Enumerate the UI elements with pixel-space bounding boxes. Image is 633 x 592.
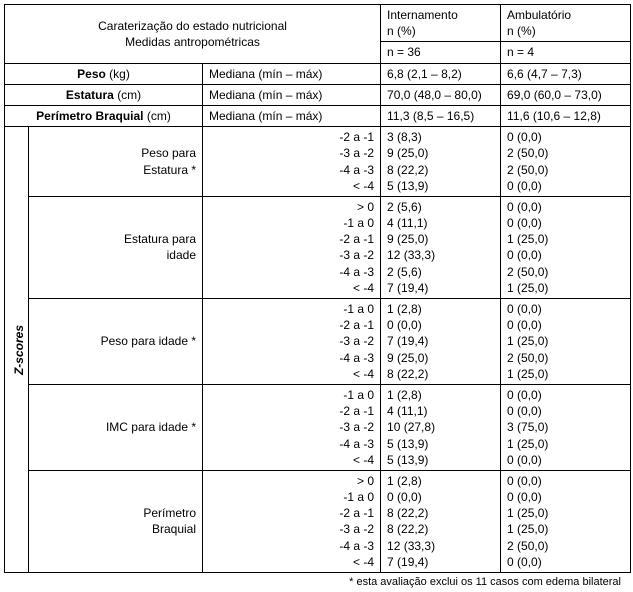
group-peso-estatura: Z-scores Peso para Estatura * -2 a -1 -3… — [5, 127, 631, 197]
group-amb-0: 0 (0,0) 2 (50,0) 2 (50,0) 0 (0,0) — [501, 127, 631, 197]
amb-peso: 6,6 (4,7 – 7,3) — [501, 63, 631, 84]
table-title: Caraterização do estado nutricional Medi… — [5, 5, 381, 64]
label-estatura: Estatura (cm) — [5, 84, 203, 105]
intern-perimetro: 11,3 (8,5 – 16,5) — [381, 105, 501, 126]
group-name-4: Perímetro Braquial — [29, 470, 203, 572]
group-name-1: Estatura para idade — [29, 196, 203, 298]
anthropometrics-table: Caraterização do estado nutricional Medi… — [4, 4, 631, 573]
group-ranges-2: -1 a 0 -2 a -1 -3 a -2 -4 a -3 < -4 — [203, 299, 381, 385]
group-ranges-1: > 0 -1 a 0 -2 a -1 -3 a -2 -4 a -3 < -4 — [203, 196, 381, 298]
header-row-1: Caraterização do estado nutricional Medi… — [5, 5, 631, 42]
group-intern-1: 2 (5,6) 4 (11,1) 9 (25,0) 12 (33,3) 2 (5… — [381, 196, 501, 298]
z-scores-label: Z-scores — [11, 325, 27, 375]
title-line-2: Medidas antropométricas — [125, 35, 260, 49]
group-amb-4: 0 (0,0) 0 (0,0) 1 (25,0) 1 (25,0) 2 (50,… — [501, 470, 631, 572]
group-intern-3: 1 (2,8) 4 (11,1) 10 (27,8) 5 (13,9) 5 (1… — [381, 384, 501, 470]
label-perimetro: Perímetro Braquial (cm) — [5, 105, 203, 126]
group-name-3: IMC para idade * — [29, 384, 203, 470]
group-intern-0: 3 (8,3) 9 (25,0) 8 (22,2) 5 (13,9) — [381, 127, 501, 197]
group-peso-idade: Peso para idade * -1 a 0 -2 a -1 -3 a -2… — [5, 299, 631, 385]
intern-estatura: 70,0 (48,0 – 80,0) — [381, 84, 501, 105]
group-estatura-idade: Estatura para idade > 0 -1 a 0 -2 a -1 -… — [5, 196, 631, 298]
group-name-2: Peso para idade * — [29, 299, 203, 385]
stat-estatura: Mediana (mín – máx) — [203, 84, 381, 105]
amb-n: n = 4 — [501, 42, 631, 63]
row-peso: Peso (kg) Mediana (mín – máx) 6,8 (2,1 –… — [5, 63, 631, 84]
col-internamento-header: Internamento n (%) — [381, 5, 501, 42]
col-ambulatorio-header: Ambulatório n (%) — [501, 5, 631, 42]
group-ranges-3: -1 a 0 -2 a -1 -3 a -2 -4 a -3 < -4 — [203, 384, 381, 470]
z-scores-label-cell: Z-scores — [5, 127, 29, 573]
amb-perimetro: 11,6 (10,6 – 12,8) — [501, 105, 631, 126]
group-ranges-4: > 0 -1 a 0 -2 a -1 -3 a -2 -4 a -3 < -4 — [203, 470, 381, 572]
title-line-1: Caraterização do estado nutricional — [98, 19, 287, 33]
group-intern-4: 1 (2,8) 0 (0,0) 8 (22,2) 8 (22,2) 12 (33… — [381, 470, 501, 572]
footnote: * esta avaliação exclui os 11 casos com … — [4, 573, 629, 588]
group-intern-2: 1 (2,8) 0 (0,0) 7 (19,4) 9 (25,0) 8 (22,… — [381, 299, 501, 385]
group-amb-3: 0 (0,0) 0 (0,0) 3 (75,0) 1 (25,0) 0 (0,0… — [501, 384, 631, 470]
intern-peso: 6,8 (2,1 – 8,2) — [381, 63, 501, 84]
stat-perimetro: Mediana (mín – máx) — [203, 105, 381, 126]
group-perimetro-braquial: Perímetro Braquial > 0 -1 a 0 -2 a -1 -3… — [5, 470, 631, 572]
intern-n: n = 36 — [381, 42, 501, 63]
row-estatura: Estatura (cm) Mediana (mín – máx) 70,0 (… — [5, 84, 631, 105]
group-imc-idade: IMC para idade * -1 a 0 -2 a -1 -3 a -2 … — [5, 384, 631, 470]
amb-estatura: 69,0 (60,0 – 73,0) — [501, 84, 631, 105]
group-amb-2: 0 (0,0) 0 (0,0) 1 (25,0) 2 (50,0) 1 (25,… — [501, 299, 631, 385]
group-amb-1: 0 (0,0) 0 (0,0) 1 (25,0) 0 (0,0) 2 (50,0… — [501, 196, 631, 298]
stat-peso: Mediana (mín – máx) — [203, 63, 381, 84]
group-ranges-0: -2 a -1 -3 a -2 -4 a -3 < -4 — [203, 127, 381, 197]
group-name-0: Peso para Estatura * — [29, 127, 203, 197]
row-perimetro: Perímetro Braquial (cm) Mediana (mín – m… — [5, 105, 631, 126]
label-peso: Peso (kg) — [5, 63, 203, 84]
